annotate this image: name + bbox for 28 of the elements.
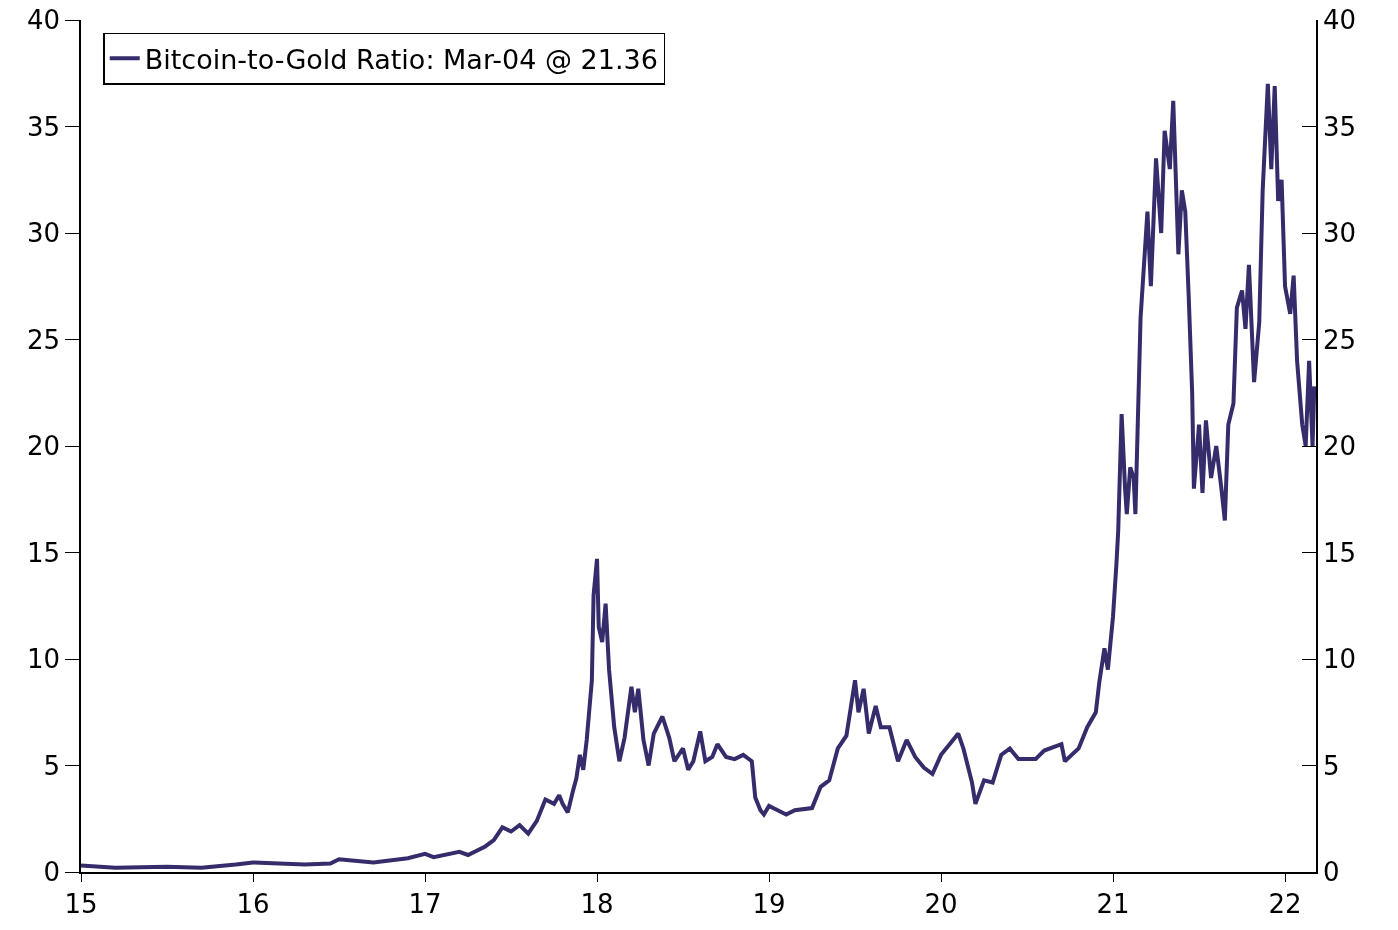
x-tick-label: 21 <box>1096 888 1130 919</box>
x-tick-label: 20 <box>924 888 958 919</box>
x-tick-label: 22 <box>1268 888 1302 919</box>
x-tick-label: 19 <box>752 888 786 919</box>
line-series <box>81 81 1316 870</box>
y-tick-label: 15 <box>1322 537 1357 568</box>
y2-tick-label: 15 <box>26 537 61 568</box>
x-tick-label: 15 <box>64 888 98 919</box>
y2-tick-label: 35 <box>26 111 61 142</box>
y-tick-label: 30 <box>1322 218 1357 249</box>
y2-tick-label: 40 <box>26 5 61 36</box>
y-tick-label: 5 <box>1322 750 1340 781</box>
x-tick-label: 16 <box>236 888 270 919</box>
y-tick-label: 25 <box>1322 324 1357 355</box>
y2-tick-label: 0 <box>43 857 61 888</box>
y-tick-label: 35 <box>1322 111 1357 142</box>
y-tick-label: 40 <box>1322 5 1357 36</box>
legend-label: Bitcoin-to-Gold Ratio: Mar-04 @ 21.36 <box>144 43 658 75</box>
x-tick-label: 17 <box>408 888 442 919</box>
y2-tick-label: 20 <box>26 431 61 462</box>
y-tick-label: 20 <box>1322 431 1357 462</box>
y2-tick-label: 5 <box>43 750 61 781</box>
y2-tick-label: 10 <box>26 644 61 675</box>
y-tick-label: 0 <box>1322 857 1340 888</box>
y2-tick-label: 30 <box>26 218 61 249</box>
y2-tick-label: 25 <box>26 324 61 355</box>
x-tick-label: 18 <box>580 888 614 919</box>
y-tick-label: 10 <box>1322 644 1357 675</box>
